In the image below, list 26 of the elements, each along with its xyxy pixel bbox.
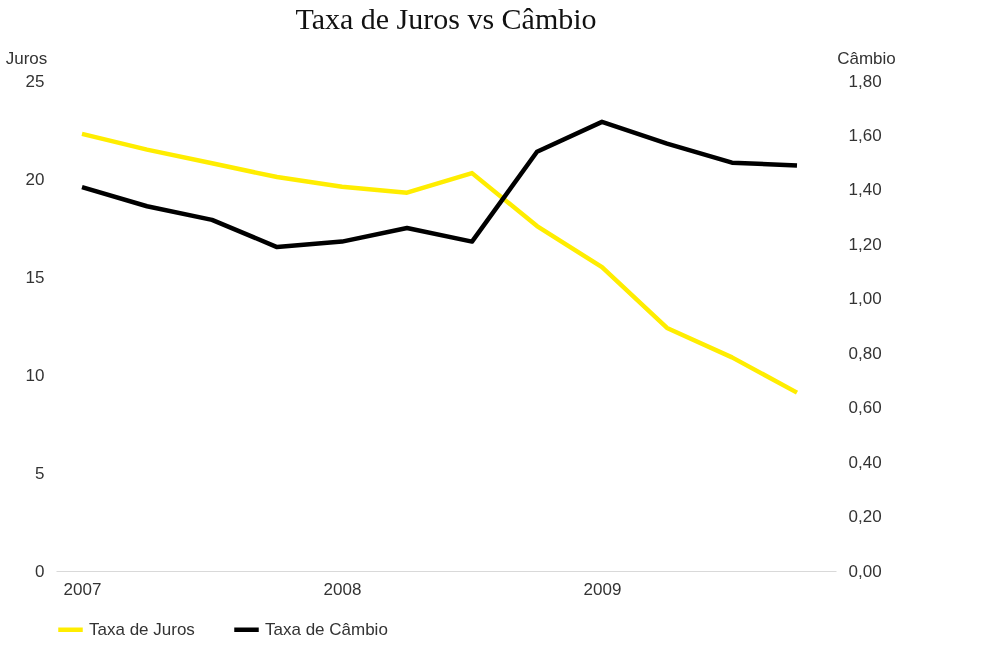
y2-tick-label: 1,80 — [848, 71, 882, 91]
y-tick-label: 0 — [35, 561, 45, 581]
y-axis-title: Juros — [5, 48, 48, 68]
x-tick-label: 2007 — [63, 579, 102, 599]
legend-label: Taxa de Juros — [89, 619, 195, 639]
chart-title: Taxa de Juros vs Câmbio — [295, 2, 597, 35]
line-series — [79, 131, 800, 395]
x-tick-label: 2008 — [323, 579, 362, 599]
y-tick-label: 15 — [25, 267, 45, 287]
y2-tick-label: 1,40 — [848, 180, 882, 200]
x-tick-label: 2009 — [583, 579, 622, 599]
y2-tick-label: 1,60 — [848, 125, 882, 145]
y-tick-label: 20 — [25, 169, 45, 189]
y2-tick-label: 0,40 — [848, 452, 882, 472]
y-tick-label: 25 — [25, 71, 45, 91]
y2-tick-label: 1,20 — [848, 234, 882, 254]
legend-label: Taxa de Câmbio — [265, 619, 388, 639]
y2-tick-label: 0,20 — [848, 507, 882, 527]
y-tick-label: 10 — [25, 365, 45, 385]
y2-tick-label: 0,80 — [848, 343, 882, 363]
y2-tick-label: 0,60 — [848, 398, 882, 418]
y2-axis-title: Câmbio — [837, 48, 896, 68]
y2-tick-label: 1,00 — [848, 289, 882, 309]
line-series — [79, 119, 800, 250]
y-tick-label: 5 — [35, 463, 45, 483]
y2-tick-label: 0,00 — [848, 561, 882, 581]
